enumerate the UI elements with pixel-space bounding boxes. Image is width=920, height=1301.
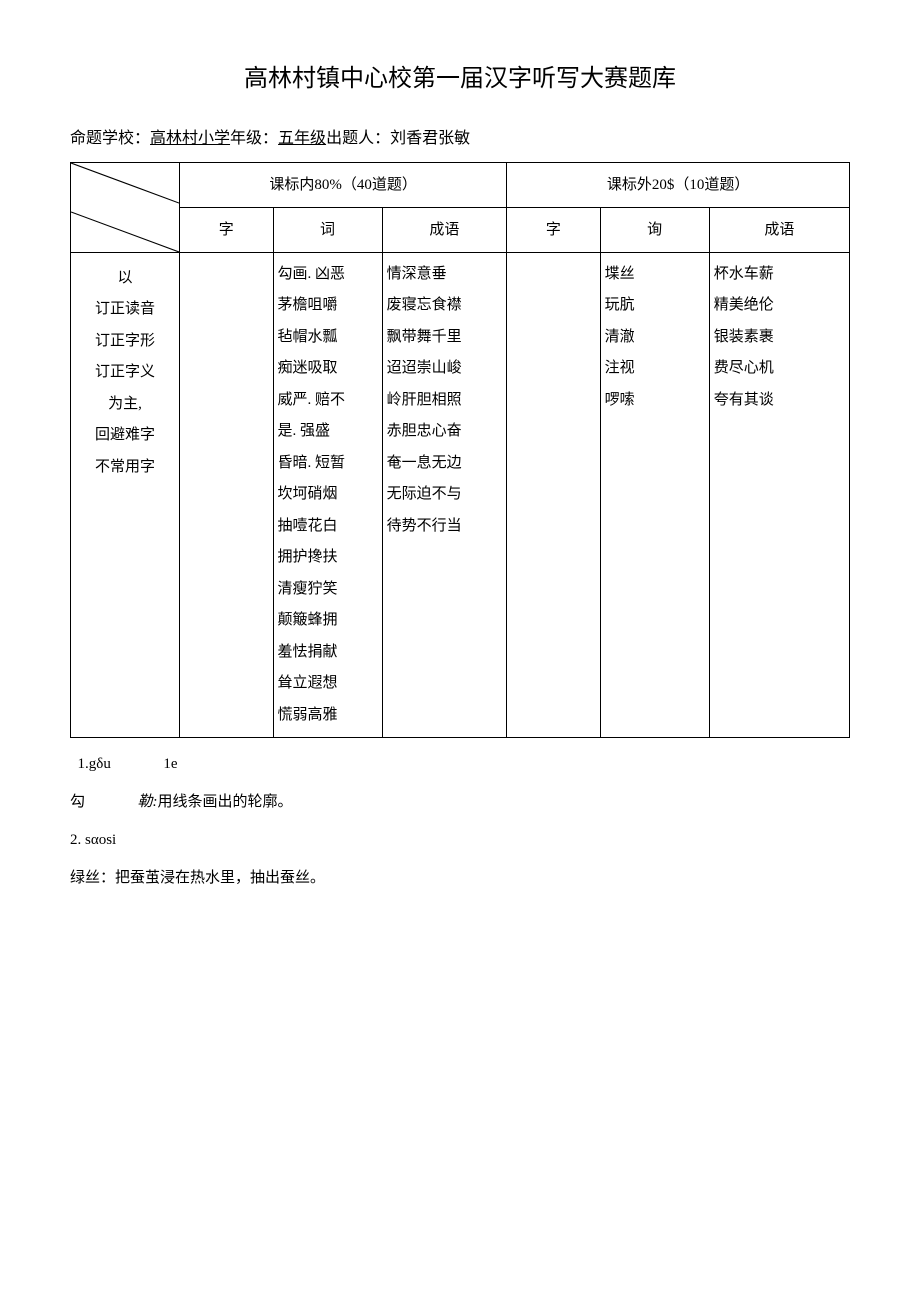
subtitle-prefix: 命题学校：	[70, 130, 150, 147]
subheader-ci1: 词	[273, 207, 382, 252]
note-line-3: 2. sαosi	[70, 828, 850, 852]
subtitle-grade-prefix: 年级：	[230, 130, 278, 147]
note2-right-italic: 勒:	[138, 794, 158, 810]
subtitle-grade: 五年级	[278, 130, 326, 147]
cell-zi2	[507, 252, 600, 738]
cell-chengyu1: 情深意垂 废寝忘食襟 飘带舞千里 迢迢崇山峻 岭肝胆相照 赤胆忠心奋 奄一息无边…	[382, 252, 507, 738]
note-line-1: 1.gδu 1e	[70, 752, 850, 776]
diagonal-line-icon	[71, 163, 179, 252]
page-title: 高林村镇中心校第一届汉字听写大赛题库	[70, 60, 850, 98]
cell-ci2: 堞丝 玩肮 清澈 注视 啰嗦	[600, 252, 709, 738]
diagonal-header-cell	[71, 162, 180, 252]
subtitle-author-prefix: 出题人：	[326, 130, 390, 147]
subheader-chengyu2: 成语	[709, 207, 849, 252]
cell-chengyu2: 杯水车薪 精美绝伦 银装素裹 费尽心机 夸有其谈	[709, 252, 849, 738]
note-line-2: 勾 勒:用线条画出的轮廓。	[70, 790, 850, 814]
note-line-4: 绿丝：把蚕茧浸在热水里，抽出蚕丝。	[70, 866, 850, 890]
header-group-inside: 课标内80%（40道题）	[180, 162, 507, 207]
note2-rest: 用线条画出的轮廓。	[158, 794, 293, 810]
table-row: 字 词 成语 字 询 成语	[71, 207, 850, 252]
table-row: 课标内80%（40道题） 课标外20$（10道题）	[71, 162, 850, 207]
note1-num: 1.gδu	[78, 756, 111, 772]
note2-left: 勾	[70, 794, 85, 810]
subtitle-school: 高林村小学	[150, 130, 230, 147]
notes-section: 1.gδu 1e 勾 勒:用线条画出的轮廓。 2. sαosi 绿丝：把蚕茧浸在热水…	[70, 752, 850, 890]
subheader-zi1: 字	[180, 207, 273, 252]
subheader-chengyu1: 成语	[382, 207, 507, 252]
table-row: 以 订正读音 订正字形 订正字义 为主, 回避难字 不常用字 勾画. 凶恶 茅檐…	[71, 252, 850, 738]
header-group-outside: 课标外20$（10道题）	[507, 162, 850, 207]
main-table: 课标内80%（40道题） 课标外20$（10道题） 字 词 成语 字 询 成语 …	[70, 162, 850, 739]
subheader-zi2: 字	[507, 207, 600, 252]
cell-zi1	[180, 252, 273, 738]
subtitle-authors: 刘香君张敏	[390, 130, 470, 147]
subtitle-line: 命题学校：高林村小学年级：五年级出题人：刘香君张敏	[70, 126, 850, 152]
subheader-ci2: 询	[600, 207, 709, 252]
cell-ci1: 勾画. 凶恶 茅檐咀嚼 毡帽水瓢 痴迷吸取 威严. 赔不 是. 强盛 昏暗. 短…	[273, 252, 382, 738]
row-label-cell: 以 订正读音 订正字形 订正字义 为主, 回避难字 不常用字	[71, 252, 180, 738]
note1-right: 1e	[163, 756, 177, 772]
